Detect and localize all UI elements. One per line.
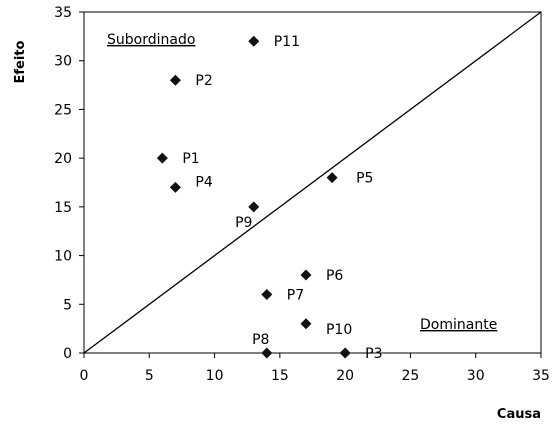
- region-label-subordinado: Subordinado: [107, 32, 195, 48]
- point-label-p6: P6: [326, 268, 343, 284]
- x-axis-ticks: 0 5 10 15 20 25 30 35: [80, 353, 550, 384]
- x-tick-label: 35: [532, 368, 550, 384]
- region-label-dominante: Dominante: [420, 317, 497, 333]
- point-marker-p2: [169, 74, 181, 86]
- point-label-p4: P4: [195, 174, 212, 190]
- data-points: P1 P2 P3 P4 P5 P6 P7 P8 P9 P10 P11: [156, 34, 383, 362]
- point-label-p3: P3: [365, 346, 382, 362]
- x-tick-label: 0: [80, 368, 89, 384]
- y-tick-label: 5: [63, 297, 72, 313]
- x-tick-label: 15: [271, 368, 289, 384]
- point-label-p11: P11: [274, 34, 300, 50]
- point-label-p7: P7: [287, 288, 304, 304]
- y-axis-label: Efeito: [13, 40, 28, 83]
- point-label-p9: P9: [235, 215, 252, 231]
- x-axis-label: Causa: [497, 407, 541, 422]
- y-tick-label: 0: [63, 346, 72, 362]
- y-tick-label: 10: [54, 249, 72, 265]
- point-marker-p5: [326, 172, 338, 184]
- plot-area: [83, 11, 542, 354]
- x-tick-label: 25: [402, 368, 420, 384]
- point-label-p10: P10: [326, 322, 352, 338]
- y-tick-label: 25: [54, 102, 72, 118]
- x-tick-label: 20: [336, 368, 354, 384]
- point-marker-p4: [169, 181, 181, 193]
- x-tick-label: 5: [145, 368, 154, 384]
- point-marker-p3: [339, 347, 351, 359]
- point-marker-p1: [156, 152, 168, 164]
- point-marker-p7: [261, 289, 273, 301]
- x-tick-label: 30: [467, 368, 485, 384]
- y-tick-label: 15: [54, 200, 72, 216]
- diagonal-line: [83, 11, 542, 354]
- y-axis-ticks: 0 5 10 15 20 25 30 35: [54, 5, 84, 362]
- point-label-p5: P5: [356, 171, 373, 187]
- point-marker-p9: [248, 201, 260, 213]
- point-label-p1: P1: [182, 151, 199, 167]
- y-tick-label: 30: [54, 54, 72, 70]
- point-marker-p10: [300, 318, 312, 330]
- point-label-p8: P8: [252, 332, 269, 348]
- point-marker-p8: [261, 347, 273, 359]
- point-marker-p6: [300, 269, 312, 281]
- point-label-p2: P2: [195, 73, 212, 89]
- y-tick-label: 35: [54, 5, 72, 21]
- x-tick-label: 10: [206, 368, 224, 384]
- y-tick-label: 20: [54, 151, 72, 167]
- point-marker-p11: [248, 35, 260, 47]
